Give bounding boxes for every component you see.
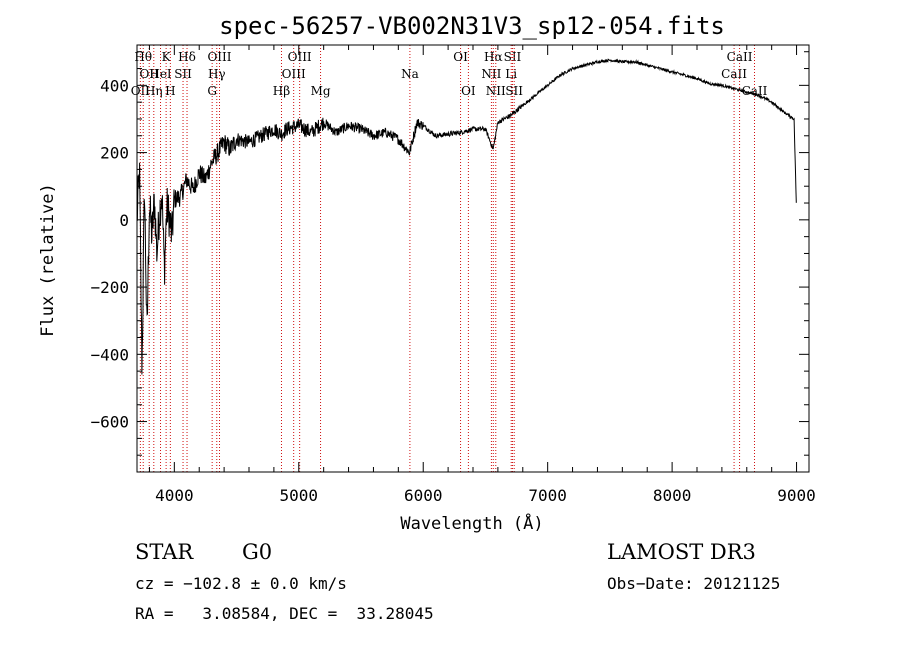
x-axis-label: Wavelength (Å) bbox=[400, 512, 543, 534]
line-marker-label: SII bbox=[505, 84, 523, 98]
line-marker-label: OIII bbox=[288, 50, 312, 64]
x-tick-label: 4000 bbox=[155, 486, 194, 505]
redshift-cz: cz = −102.8 ± 0.0 km/s bbox=[135, 574, 347, 593]
axis-ticks: 4000 5000 6000 7000 8000 9000 −600 −400 −200 0 200… bbox=[90, 45, 816, 505]
line-marker-label: Hγ bbox=[208, 67, 226, 81]
line-marker-label: CaII bbox=[727, 50, 753, 64]
x-tick-label: 8000 bbox=[653, 486, 692, 505]
x-tick-label: 6000 bbox=[404, 486, 443, 505]
line-marker-label: OI bbox=[453, 50, 468, 64]
line-marker-label: Hδ bbox=[178, 50, 196, 64]
line-marker-label: OI bbox=[461, 84, 476, 98]
x-tick-label: 7000 bbox=[528, 486, 567, 505]
survey-name: LAMOST DR3 bbox=[607, 540, 756, 564]
line-marker-label: NII bbox=[486, 84, 506, 98]
y-tick-label: 200 bbox=[100, 144, 129, 163]
x-tick-label: 9000 bbox=[777, 486, 816, 505]
line-marker-label: G bbox=[207, 84, 217, 98]
y-tick-label: −400 bbox=[90, 345, 129, 364]
flux-series-line bbox=[136, 58, 797, 375]
line-marker-label: SII bbox=[504, 50, 522, 64]
line-marker-label: Na bbox=[401, 67, 419, 81]
y-tick-label: 400 bbox=[100, 76, 129, 95]
line-marker-label: H bbox=[165, 84, 175, 98]
observation-date: Obs−Date: 20121125 bbox=[607, 574, 781, 593]
line-marker-label: Hα bbox=[484, 50, 503, 64]
line-marker-label: OII bbox=[140, 67, 160, 81]
line-marker-label: OIII bbox=[207, 50, 231, 64]
line-marker-label: Mg bbox=[311, 84, 331, 98]
line-marker-label: Hβ bbox=[273, 84, 290, 98]
y-tick-label: −600 bbox=[90, 413, 129, 432]
line-marker-label: OII bbox=[131, 84, 151, 98]
line-marker-label: Hθ bbox=[134, 50, 152, 64]
emission-line-markers: OIIHθOIIHηHeIKHSIIHδGHγOIIIHβOIIIOIIIMgN… bbox=[131, 45, 768, 472]
line-marker-label: Li bbox=[505, 67, 517, 81]
line-marker-label: SII bbox=[174, 67, 192, 81]
ra-dec: RA = 3.08584, DEC = 33.28045 bbox=[135, 604, 434, 623]
line-marker-label: Hη bbox=[145, 84, 163, 98]
chart-title: spec-56257-VB002N31V3_sp12-054.fits bbox=[219, 12, 725, 40]
object-class: STAR bbox=[135, 540, 194, 564]
x-tick-label: 5000 bbox=[280, 486, 319, 505]
line-marker-label: CaII bbox=[742, 84, 768, 98]
plot-frame bbox=[136, 44, 810, 473]
line-marker-label: NII bbox=[481, 67, 501, 81]
line-marker-label: CaII bbox=[721, 67, 747, 81]
y-tick-label: 0 bbox=[119, 211, 129, 230]
y-axis-label: Flux (relative) bbox=[38, 183, 58, 337]
line-marker-label: K bbox=[162, 50, 172, 64]
y-tick-label: −200 bbox=[90, 278, 129, 297]
line-marker-label: OIII bbox=[282, 67, 306, 81]
line-marker-label: HeI bbox=[149, 67, 172, 81]
object-subclass: G0 bbox=[242, 540, 273, 564]
